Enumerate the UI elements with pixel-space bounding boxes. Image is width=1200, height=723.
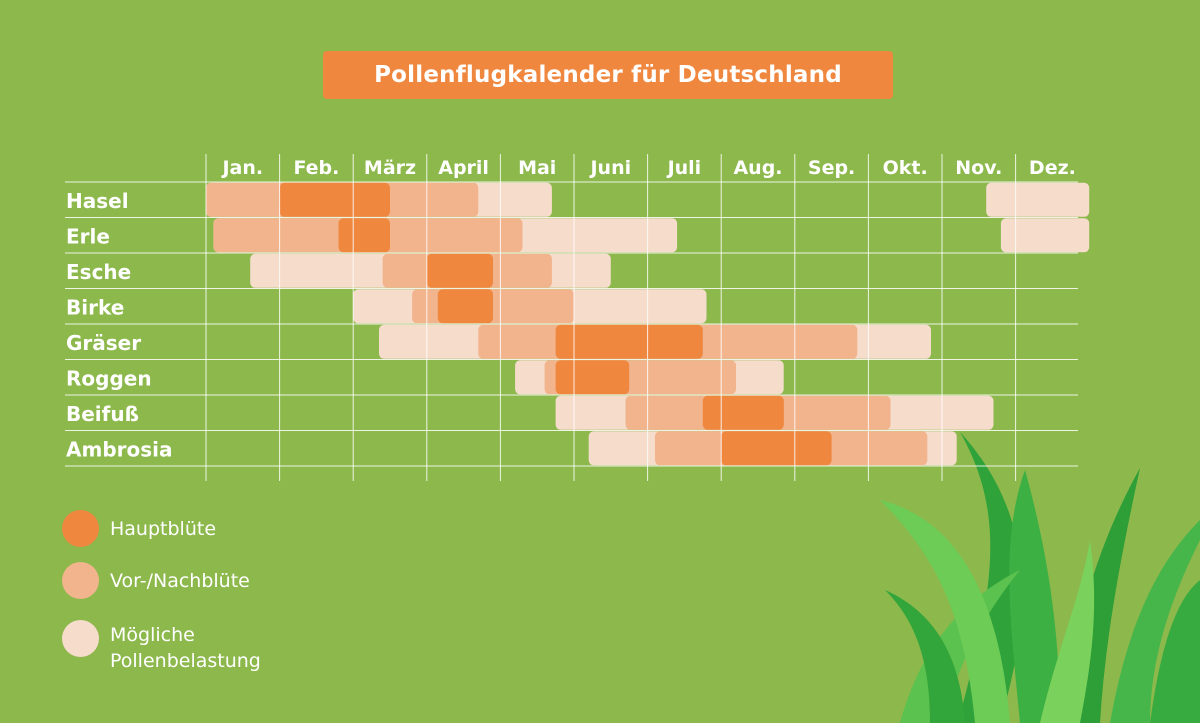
grass-blade (880, 500, 1010, 723)
legend-item-moegliche-pollenbelastung: Mögliche Pollenbelastung (62, 620, 261, 674)
month-label: Jan. (220, 157, 263, 179)
bar-birke-haupt (437, 289, 493, 324)
bar-hasel-haupt (279, 182, 390, 217)
plant-label: Gräser (66, 331, 141, 355)
month-label: Feb. (293, 157, 339, 179)
legend-item-vor-nachbluete: Vor-/Nachblüte (62, 562, 250, 599)
grass-blade (958, 432, 1023, 723)
month-label: Juli (666, 157, 702, 179)
month-label: Dez. (1029, 157, 1076, 179)
plant-label: Beifuß (66, 402, 139, 426)
bar-roggen-haupt (555, 360, 630, 395)
plant-label: Ambrosia (66, 438, 173, 462)
chart-title-text: Pollenflugkalender für Deutschland (374, 62, 842, 88)
legend-swatch-moegliche-pollenbelastung (62, 620, 99, 657)
legend-item-hauptbluete: Hauptblüte (62, 510, 216, 547)
bar-birke-vornach (412, 289, 574, 324)
legend-label-line-2: Pollenbelastung (110, 650, 261, 672)
bar-erle-haupt (338, 218, 390, 253)
month-label: Sep. (808, 157, 855, 179)
legend-label-line-1: Mögliche (110, 624, 195, 646)
grass-blade (1150, 580, 1200, 723)
month-label: Aug. (733, 157, 782, 179)
month-label: Okt. (883, 157, 928, 179)
grass-tuft-icon (880, 432, 1200, 723)
legend-label-hauptbluete: Hauptblüte (110, 517, 217, 540)
month-label: März (364, 157, 416, 179)
plant-label: Esche (66, 260, 131, 284)
chart-title: Pollenflugkalender für Deutschland (323, 51, 893, 99)
grass-blade (1040, 540, 1095, 723)
bar-erle-moeglich (1000, 218, 1090, 253)
month-label: April (438, 157, 489, 179)
legend-label-vor-nachbluete: Vor-/Nachblüte (110, 569, 250, 592)
bar-beifuß-haupt (702, 395, 784, 430)
legend-label-moegliche-pollenbelastung: Mögliche Pollenbelastung (110, 622, 261, 674)
grass-blade (1009, 470, 1060, 723)
plant-label: Erle (66, 225, 110, 249)
plant-label: Hasel (66, 189, 129, 213)
legend-swatch-vor-nachbluete (62, 562, 99, 599)
plant-label: Birke (66, 296, 124, 320)
bar-ambrosia-haupt (721, 431, 832, 466)
month-label: Mai (518, 157, 556, 179)
bar-gräser-haupt (555, 324, 703, 359)
bar-esche-haupt (426, 253, 493, 288)
grass-blade (1110, 520, 1200, 723)
month-label: Nov. (955, 157, 1002, 179)
bar-hasel-moeglich (986, 182, 1090, 217)
plant-label: Roggen (66, 367, 152, 391)
month-label: Juni (588, 157, 631, 179)
legend-swatch-hauptbluete (62, 510, 99, 547)
grass-blade (885, 590, 965, 723)
